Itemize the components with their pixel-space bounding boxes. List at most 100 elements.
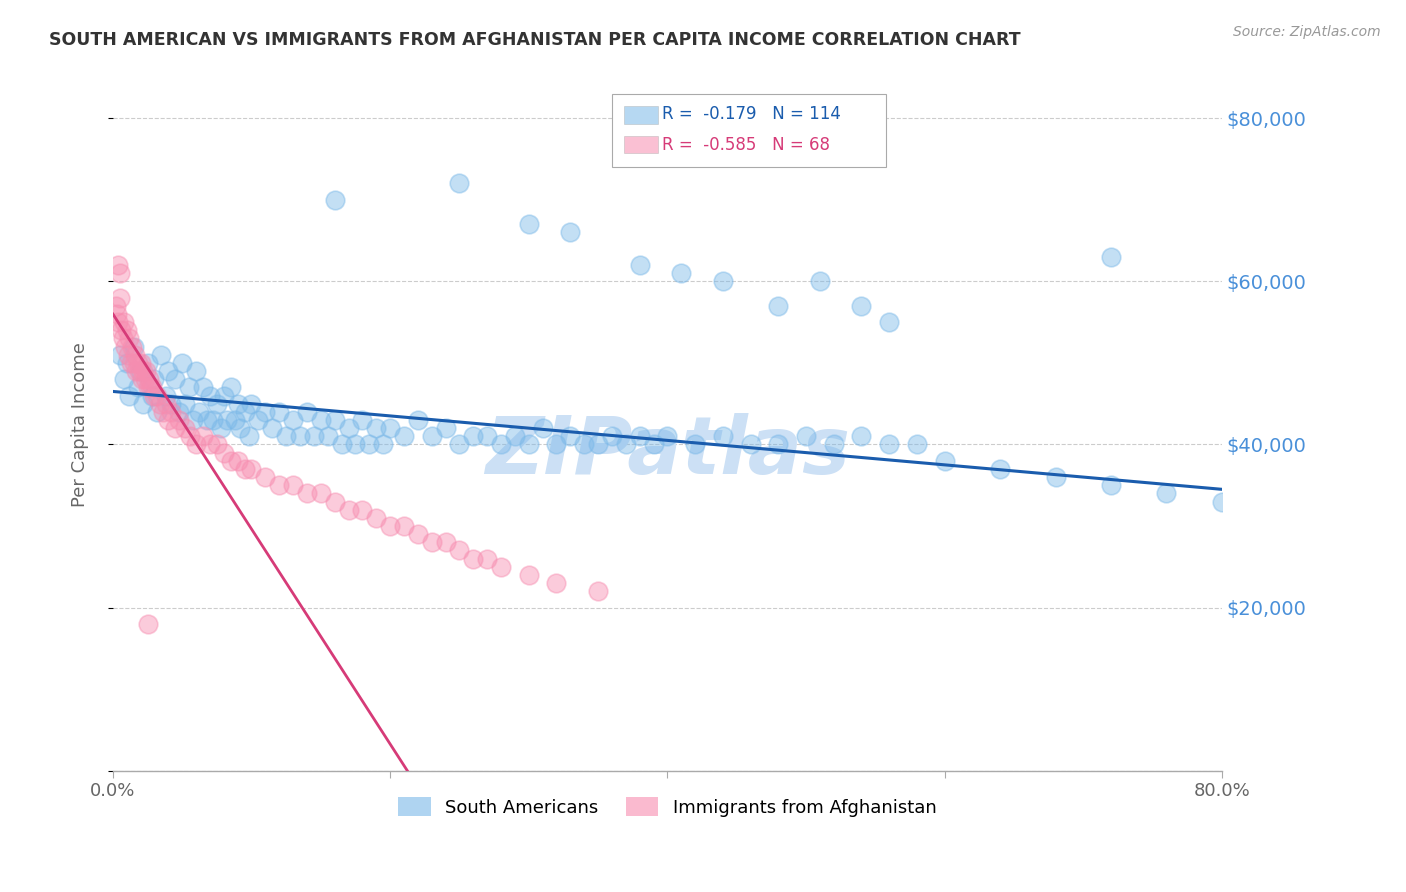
Point bbox=[117, 348, 139, 362]
Point bbox=[281, 413, 304, 427]
Point bbox=[337, 502, 360, 516]
Point bbox=[352, 413, 374, 427]
Point bbox=[449, 543, 471, 558]
Point bbox=[1045, 470, 1067, 484]
Point bbox=[118, 331, 141, 345]
Point bbox=[108, 291, 131, 305]
Point bbox=[136, 356, 159, 370]
Point bbox=[172, 356, 194, 370]
Point bbox=[115, 323, 138, 337]
Point bbox=[392, 519, 415, 533]
Point bbox=[323, 494, 346, 508]
Point bbox=[191, 380, 214, 394]
Y-axis label: Per Capita Income: Per Capita Income bbox=[72, 342, 89, 507]
Point bbox=[434, 421, 457, 435]
Point bbox=[600, 429, 623, 443]
Point bbox=[560, 429, 582, 443]
Point bbox=[160, 405, 183, 419]
Point bbox=[574, 437, 596, 451]
Point bbox=[546, 576, 568, 591]
Point bbox=[420, 535, 443, 549]
Point bbox=[108, 266, 131, 280]
Point bbox=[851, 299, 873, 313]
Point bbox=[808, 274, 831, 288]
Point bbox=[160, 397, 183, 411]
Point bbox=[240, 462, 263, 476]
Point bbox=[107, 258, 129, 272]
Point bbox=[111, 331, 134, 345]
Point bbox=[517, 437, 540, 451]
Point bbox=[711, 274, 734, 288]
Point bbox=[215, 413, 238, 427]
Point bbox=[110, 323, 132, 337]
Point bbox=[179, 429, 201, 443]
Point bbox=[165, 421, 187, 435]
Point bbox=[302, 429, 325, 443]
Point bbox=[517, 568, 540, 582]
Point bbox=[135, 364, 157, 378]
Point bbox=[254, 470, 277, 484]
Point bbox=[169, 413, 191, 427]
Point bbox=[120, 356, 142, 370]
Point bbox=[155, 397, 177, 411]
Text: R =  -0.179   N = 114: R = -0.179 N = 114 bbox=[662, 105, 841, 123]
Point bbox=[128, 364, 150, 378]
Point bbox=[205, 437, 228, 451]
Point bbox=[152, 405, 174, 419]
Point bbox=[406, 413, 429, 427]
Point bbox=[132, 397, 155, 411]
Point bbox=[146, 405, 169, 419]
Point bbox=[129, 364, 152, 378]
Point bbox=[359, 437, 381, 451]
Point bbox=[139, 380, 162, 394]
Point bbox=[226, 454, 249, 468]
Point bbox=[531, 421, 554, 435]
Point bbox=[136, 616, 159, 631]
Point bbox=[122, 340, 145, 354]
Point bbox=[254, 405, 277, 419]
Point bbox=[195, 413, 218, 427]
Point bbox=[201, 413, 224, 427]
Point bbox=[136, 380, 159, 394]
Point bbox=[226, 397, 249, 411]
Text: R =  -0.585   N = 68: R = -0.585 N = 68 bbox=[662, 136, 830, 153]
Point bbox=[392, 429, 415, 443]
Point bbox=[475, 551, 498, 566]
Point bbox=[475, 429, 498, 443]
Point bbox=[138, 372, 160, 386]
Point bbox=[560, 226, 582, 240]
Point bbox=[205, 397, 228, 411]
Point bbox=[198, 388, 221, 402]
Point bbox=[1099, 478, 1122, 492]
Point bbox=[233, 405, 256, 419]
Point bbox=[112, 372, 135, 386]
Legend: South Americans, Immigrants from Afghanistan: South Americans, Immigrants from Afghani… bbox=[391, 790, 943, 824]
Point bbox=[546, 437, 568, 451]
Point bbox=[240, 397, 263, 411]
Point bbox=[449, 177, 471, 191]
Point bbox=[851, 429, 873, 443]
Point bbox=[683, 437, 706, 451]
Point bbox=[149, 397, 172, 411]
Point bbox=[877, 315, 900, 329]
Point bbox=[155, 388, 177, 402]
Point bbox=[586, 437, 609, 451]
Point bbox=[219, 454, 242, 468]
Point bbox=[643, 437, 665, 451]
Point bbox=[115, 356, 138, 370]
Point bbox=[184, 364, 207, 378]
Point bbox=[143, 372, 166, 386]
Point bbox=[671, 266, 693, 280]
Point bbox=[177, 380, 200, 394]
Point bbox=[330, 437, 353, 451]
Point bbox=[323, 413, 346, 427]
Point bbox=[141, 388, 163, 402]
Point bbox=[134, 372, 156, 386]
Point bbox=[143, 388, 166, 402]
Point bbox=[288, 429, 311, 443]
Point bbox=[378, 519, 401, 533]
Point bbox=[146, 388, 169, 402]
Point bbox=[337, 421, 360, 435]
Point bbox=[323, 193, 346, 207]
Point bbox=[352, 502, 374, 516]
